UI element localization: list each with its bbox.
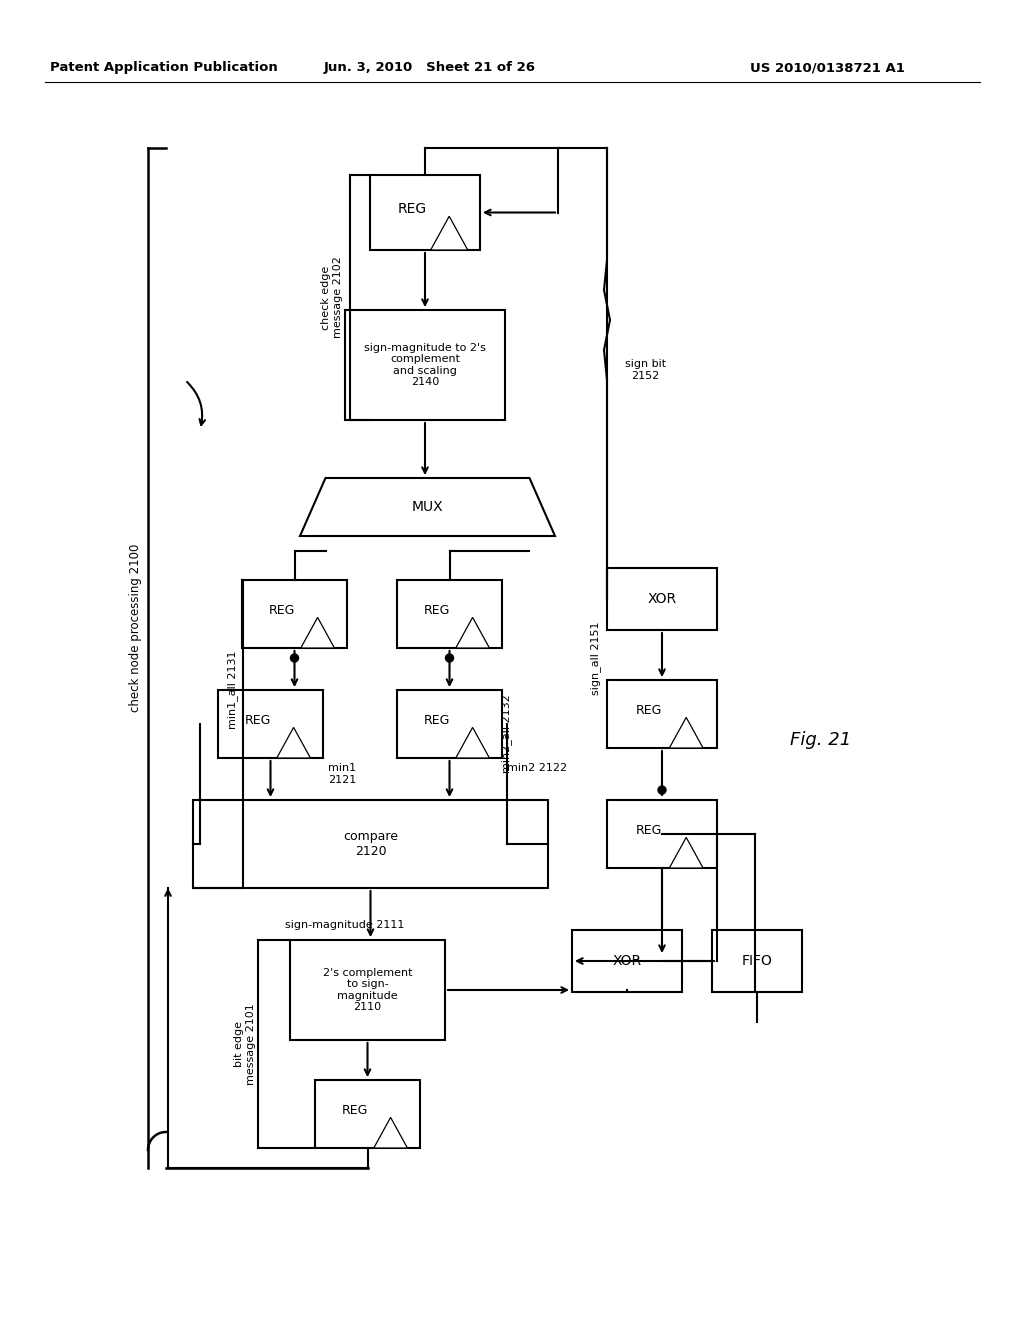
Polygon shape — [301, 618, 335, 648]
Text: check node processing 2100: check node processing 2100 — [129, 544, 142, 713]
Text: 2's complement
to sign-
magnitude
2110: 2's complement to sign- magnitude 2110 — [323, 968, 413, 1012]
Text: min2_all 2132: min2_all 2132 — [502, 694, 512, 774]
Text: sign bit
2152: sign bit 2152 — [625, 359, 667, 380]
Bar — [607, 680, 717, 748]
Text: REG: REG — [342, 1104, 368, 1117]
Text: FIFO: FIFO — [741, 954, 772, 968]
Polygon shape — [456, 727, 489, 758]
Text: XOR: XOR — [647, 591, 677, 606]
Polygon shape — [300, 478, 555, 536]
Bar — [193, 800, 548, 888]
Text: check edge
message 2102: check edge message 2102 — [322, 256, 343, 338]
Bar — [370, 176, 480, 249]
Polygon shape — [670, 837, 703, 869]
Bar — [607, 800, 717, 869]
Text: REG: REG — [636, 824, 662, 837]
Bar — [397, 690, 502, 758]
Circle shape — [291, 653, 299, 663]
Text: REG: REG — [636, 704, 662, 717]
Text: sign-magnitude 2111: sign-magnitude 2111 — [285, 920, 404, 931]
Text: bit edge
message 2101: bit edge message 2101 — [234, 1003, 256, 1085]
Bar — [712, 931, 802, 993]
Text: compare
2120: compare 2120 — [343, 830, 398, 858]
Text: REG: REG — [268, 605, 295, 618]
Polygon shape — [276, 727, 310, 758]
Circle shape — [445, 653, 454, 663]
Circle shape — [658, 785, 666, 795]
Polygon shape — [670, 717, 703, 748]
Text: sign-magnitude to 2's
complement
and scaling
2140: sign-magnitude to 2's complement and sca… — [365, 343, 486, 387]
Bar — [397, 579, 502, 648]
Bar — [345, 310, 505, 420]
Text: sign_all 2151: sign_all 2151 — [591, 622, 601, 694]
Text: Patent Application Publication: Patent Application Publication — [50, 62, 278, 74]
Polygon shape — [374, 1118, 408, 1148]
Bar — [607, 568, 717, 630]
Polygon shape — [456, 618, 489, 648]
Text: min1_all 2131: min1_all 2131 — [227, 651, 239, 729]
Text: REG: REG — [424, 714, 451, 727]
Bar — [572, 931, 682, 993]
Text: US 2010/0138721 A1: US 2010/0138721 A1 — [750, 62, 905, 74]
Text: min1
2121: min1 2121 — [328, 763, 356, 784]
Bar — [242, 579, 347, 648]
Text: REG: REG — [397, 202, 426, 215]
Text: Fig. 21: Fig. 21 — [790, 731, 851, 748]
Text: min2 2122: min2 2122 — [507, 763, 567, 774]
Bar — [218, 690, 323, 758]
Bar — [290, 940, 445, 1040]
Bar — [315, 1080, 420, 1148]
Text: MUX: MUX — [412, 500, 443, 513]
Text: XOR: XOR — [612, 954, 642, 968]
Text: REG: REG — [424, 605, 451, 618]
Text: REG: REG — [245, 714, 271, 727]
Polygon shape — [431, 216, 468, 249]
Text: Jun. 3, 2010   Sheet 21 of 26: Jun. 3, 2010 Sheet 21 of 26 — [324, 62, 536, 74]
